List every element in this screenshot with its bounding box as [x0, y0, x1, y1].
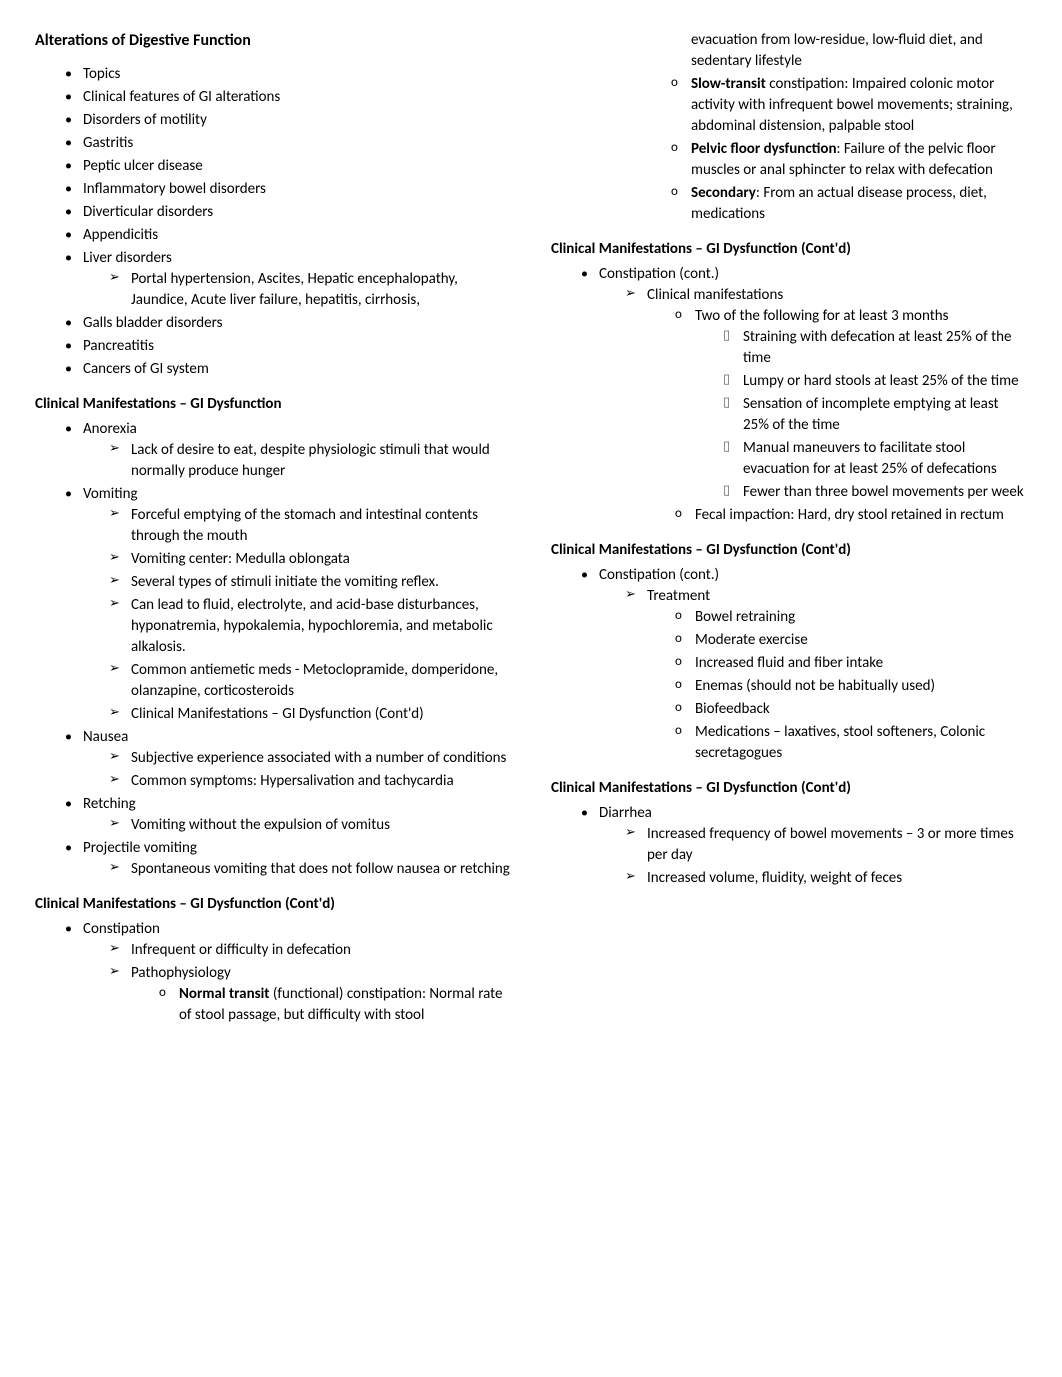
list-item: Constipation (cont.) Clinical manifestat…: [571, 264, 1027, 526]
list-item: Anorexia Lack of desire to eat, despite …: [55, 419, 511, 482]
section-heading: Clinical Manifestations – GI Dysfunction…: [551, 778, 1027, 799]
list-item: Diverticular disorders: [55, 202, 511, 223]
list-item: Vomiting without the expulsion of vomitu…: [103, 815, 511, 836]
list-item: Inflammatory bowel disorders: [55, 179, 511, 200]
list-item: Two of the following for at least 3 mont…: [667, 306, 1027, 503]
list-item: Constipation (cont.) Treatment Bowel ret…: [571, 565, 1027, 764]
patho-list: Slow-transit constipation: Impaired colo…: [663, 74, 1027, 225]
list-item: Sensation of incomplete emptying at leas…: [715, 394, 1027, 436]
list-item: Clinical manifestations Two of the follo…: [619, 285, 1027, 526]
page-title: Alterations of Digestive Function: [35, 30, 511, 52]
list-item: Appendicitis: [55, 225, 511, 246]
list-item: Lack of desire to eat, despite physiolog…: [103, 440, 511, 482]
list-item: Nausea Subjective experience associated …: [55, 727, 511, 792]
list-item: Diarrhea Increased frequency of bowel mo…: [571, 803, 1027, 889]
section-heading: Clinical Manifestations – GI Dysfunction…: [35, 894, 511, 915]
list-item: Straining with defecation at least 25% o…: [715, 327, 1027, 369]
section-list: Constipation (cont.) Clinical manifestat…: [571, 264, 1027, 526]
list-item: Subjective experience associated with a …: [103, 748, 511, 769]
list-item: Clinical features of GI alterations: [55, 87, 511, 108]
list-item: Clinical Manifestations – GI Dysfunction…: [103, 704, 511, 725]
list-item: Pancreatitis: [55, 336, 511, 357]
continuation-text: evacuation from low-residue, low-fluid d…: [551, 30, 1027, 72]
section-list: Anorexia Lack of desire to eat, despite …: [55, 419, 511, 880]
section-list: Constipation (cont.) Treatment Bowel ret…: [571, 565, 1027, 764]
list-item: Fecal impaction: Hard, dry stool retaine…: [667, 505, 1027, 526]
list-item: Lumpy or hard stools at least 25% of the…: [715, 371, 1027, 392]
list-item: Common symptoms: Hypersalivation and tac…: [103, 771, 511, 792]
list-item: Liver disorders Portal hypertension, Asc…: [55, 248, 511, 311]
list-item: Secondary: From an actual disease proces…: [663, 183, 1027, 225]
list-item: Pelvic floor dysfunction: Failure of the…: [663, 139, 1027, 181]
section-list: Constipation Infrequent or difficulty in…: [55, 919, 511, 1026]
list-item: Pathophysiology Normal transit (function…: [103, 963, 511, 1026]
list-item: Increased frequency of bowel movements –…: [619, 824, 1027, 866]
list-item: Increased fluid and fiber intake: [667, 653, 1027, 674]
section-heading: Clinical Manifestations – GI Dysfunction…: [551, 540, 1027, 561]
list-item: Manual maneuvers to facilitate stool eva…: [715, 438, 1027, 480]
list-item: Forceful emptying of the stomach and int…: [103, 505, 511, 547]
list-item: Bowel retraining: [667, 607, 1027, 628]
topics-list: Topics Clinical features of GI alteratio…: [55, 64, 511, 380]
list-item: Disorders of motility: [55, 110, 511, 131]
list-item: Spontaneous vomiting that does not follo…: [103, 859, 511, 880]
list-item: Normal transit (functional) constipation…: [151, 984, 511, 1026]
list-item: Moderate exercise: [667, 630, 1027, 651]
list-item: Galls bladder disorders: [55, 313, 511, 334]
list-item: Treatment Bowel retraining Moderate exer…: [619, 586, 1027, 764]
list-item: Cancers of GI system: [55, 359, 511, 380]
list-item: Vomiting center: Medulla oblongata: [103, 549, 511, 570]
list-item: Gastritis: [55, 133, 511, 154]
list-item: Several types of stimuli initiate the vo…: [103, 572, 511, 593]
section-heading: Clinical Manifestations – GI Dysfunction: [35, 394, 511, 415]
list-item: Portal hypertension, Ascites, Hepatic en…: [103, 269, 511, 311]
list-item: Retching Vomiting without the expulsion …: [55, 794, 511, 836]
list-item: Slow-transit constipation: Impaired colo…: [663, 74, 1027, 137]
list-item: Biofeedback: [667, 699, 1027, 720]
list-item: Infrequent or difficulty in defecation: [103, 940, 511, 961]
list-item: Vomiting Forceful emptying of the stomac…: [55, 484, 511, 725]
list-item: Peptic ulcer disease: [55, 156, 511, 177]
section-heading: Clinical Manifestations – GI Dysfunction…: [551, 239, 1027, 260]
list-item: Constipation Infrequent or difficulty in…: [55, 919, 511, 1026]
list-item: Projectile vomiting Spontaneous vomiting…: [55, 838, 511, 880]
list-item: Increased volume, fluidity, weight of fe…: [619, 868, 1027, 889]
list-item: Enemas (should not be habitually used): [667, 676, 1027, 697]
list-item: Medications – laxatives, stool softeners…: [667, 722, 1027, 764]
list-item: Common antiemetic meds - Metoclopramide,…: [103, 660, 511, 702]
section-list: Diarrhea Increased frequency of bowel mo…: [571, 803, 1027, 889]
list-item: Can lead to fluid, electrolyte, and acid…: [103, 595, 511, 658]
list-item: Topics: [55, 64, 511, 85]
list-item: Fewer than three bowel movements per wee…: [715, 482, 1027, 503]
